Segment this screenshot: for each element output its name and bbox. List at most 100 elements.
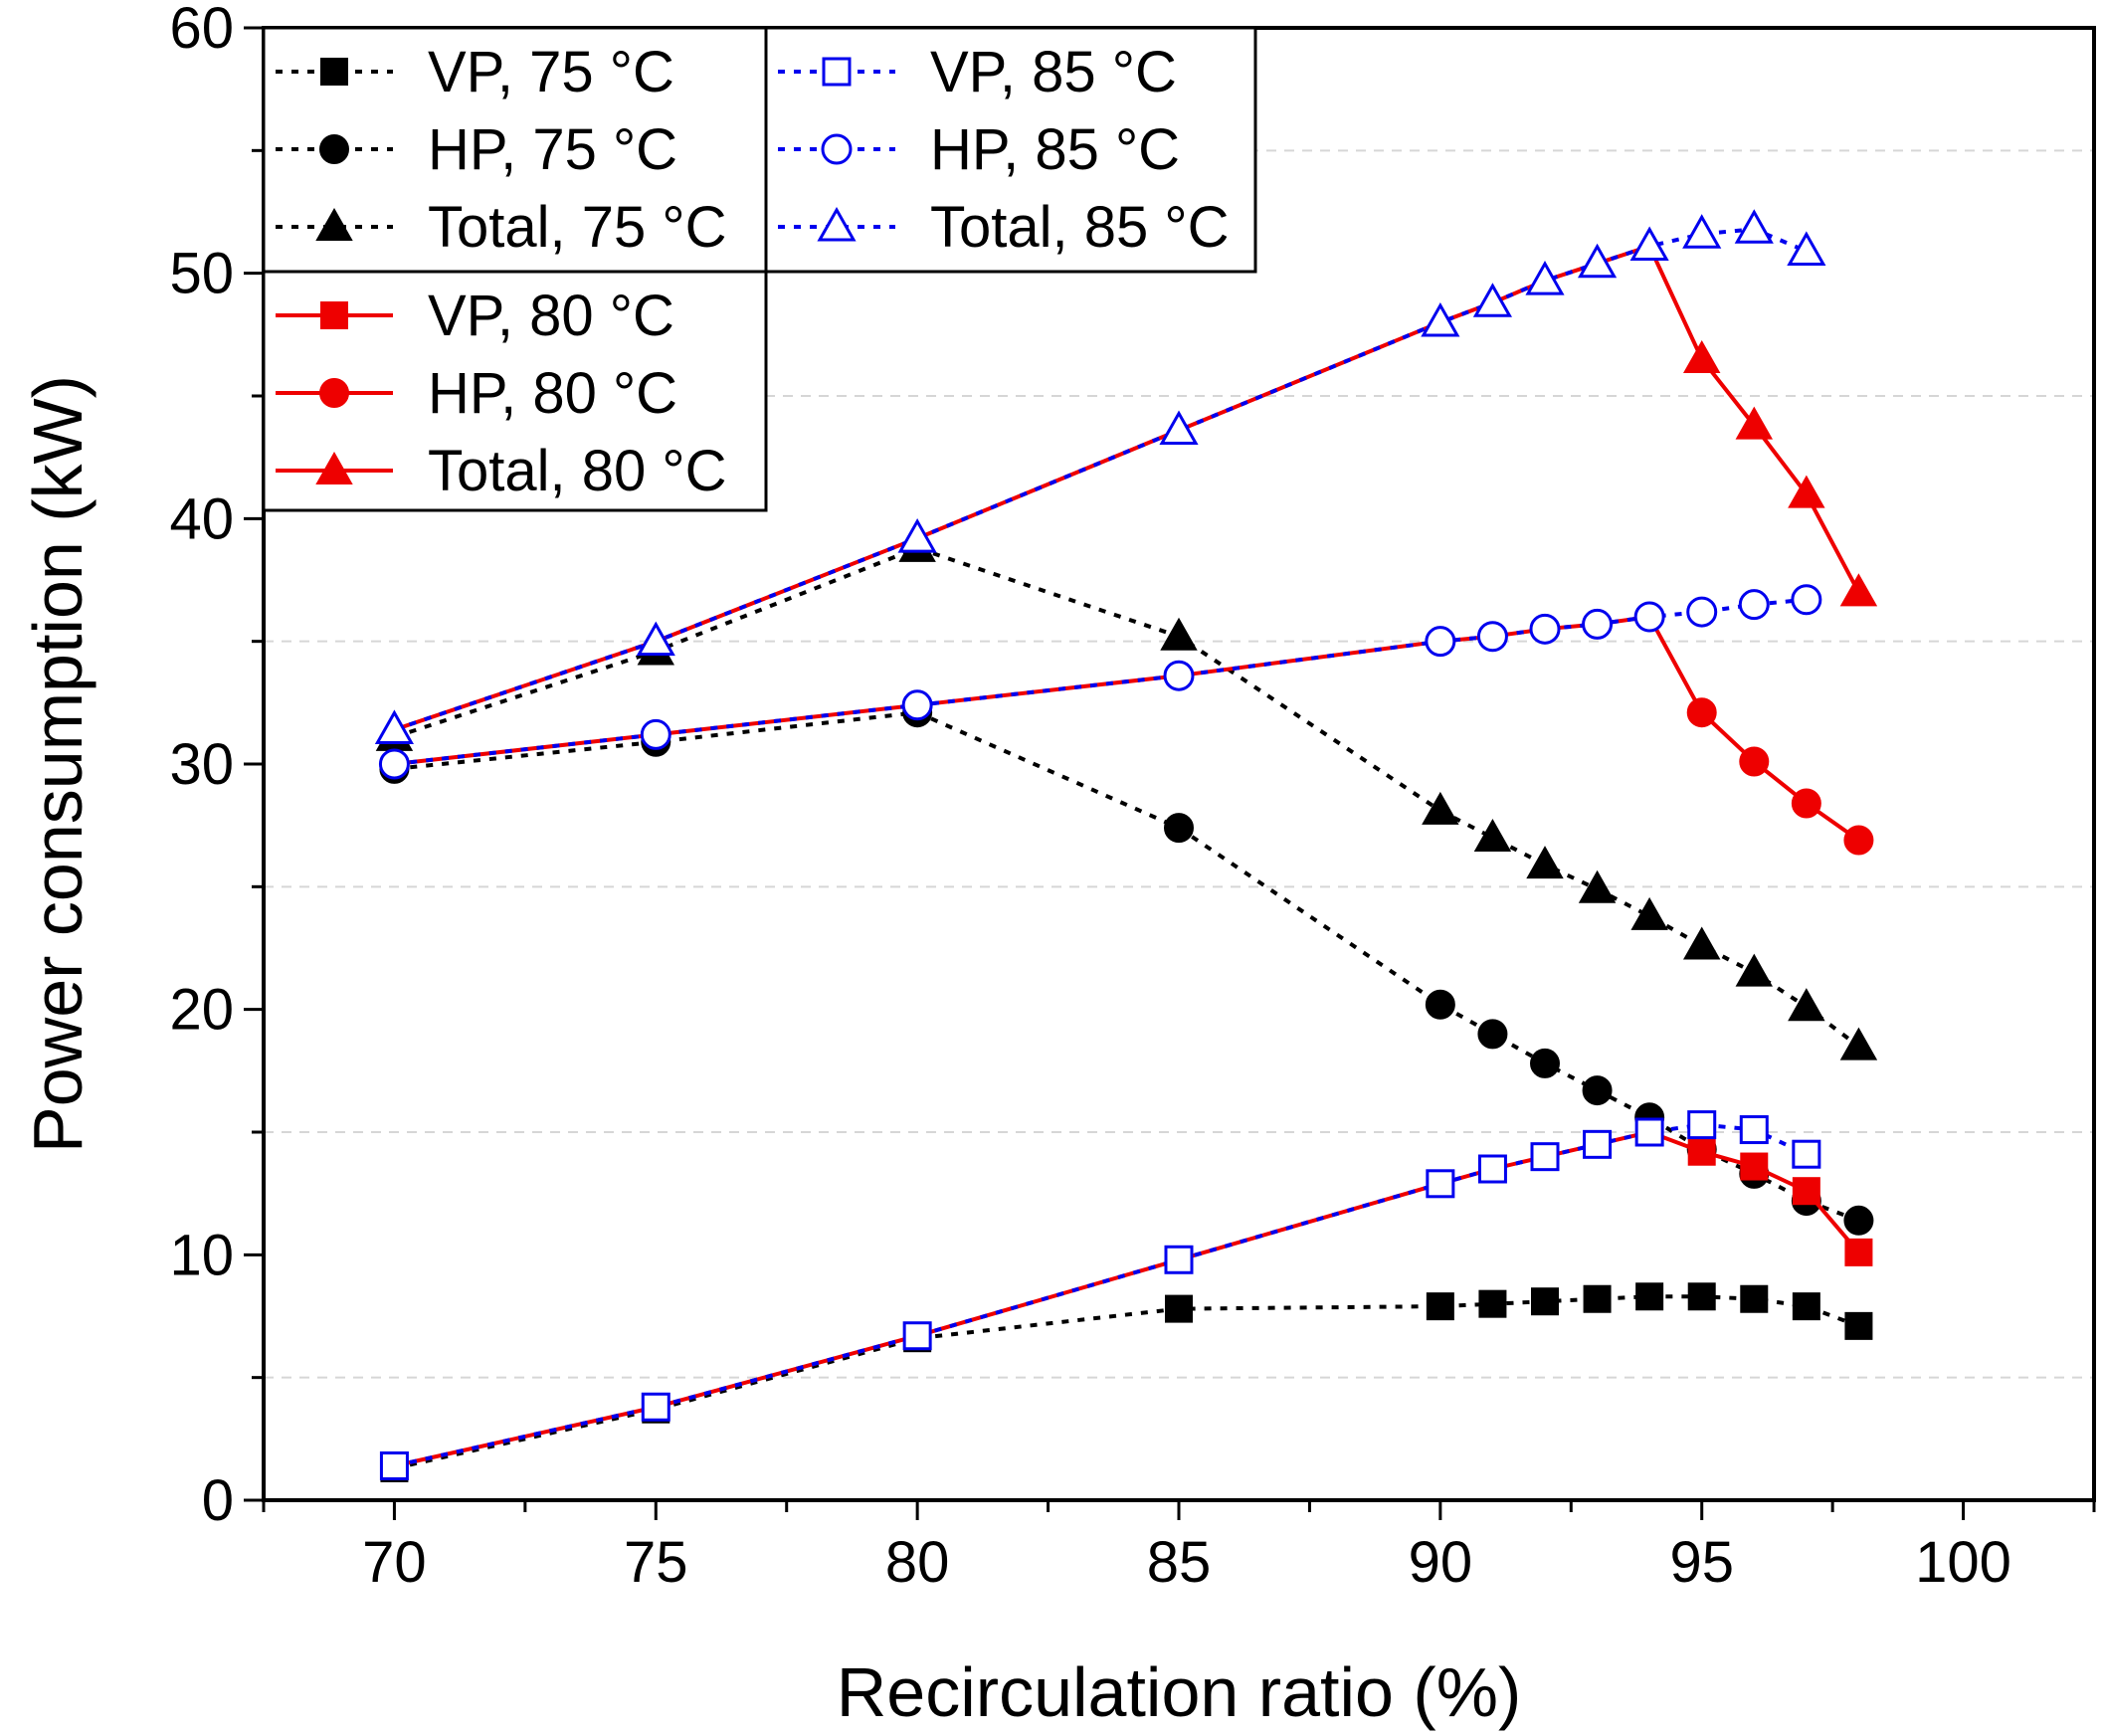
legend: VP, 75 °C HP, 75 °C Total, 75 °C VP, 85 °C H… [262,26,1257,512]
x-tick-label: 100 [1915,1530,2011,1595]
y-tick-label: 60 [169,0,234,61]
x-tick-label: 80 [885,1530,950,1595]
axis-ticks: 70 75 80 85 90 95 100 0 10 20 30 40 50 60 [169,0,2096,1595]
data-point [1686,697,1717,728]
legend-entry-vp-80-c: VP, 80 °C [276,284,674,348]
data-point [1577,243,1618,279]
x-axis-title: Recirculation ratio (%) [837,1653,1522,1731]
data-point [378,748,410,780]
legend-marker [315,451,353,484]
legend-marker [821,133,853,165]
legend-label: HP, 80 °C [428,361,677,426]
data-point [1739,1115,1769,1145]
data-point [1531,1287,1559,1316]
data-point [1792,1292,1820,1321]
data-point [1844,1238,1873,1266]
legend-label: Total, 75 °C [428,195,726,260]
data-point [1477,1019,1508,1050]
data-point [1583,1284,1612,1313]
legend-label: VP, 75 °C [428,40,674,104]
data-point [1525,261,1565,295]
data-point [1425,626,1456,658]
data-point [374,709,415,744]
legend-label: Total, 80 °C [428,439,726,503]
data-point [897,518,937,553]
data-point [1472,283,1513,317]
y-tick-label: 0 [202,1468,234,1533]
data-point [1629,226,1669,262]
y-tick-label: 50 [169,242,234,306]
data-point [1634,1117,1664,1147]
legend-entry-total-85-c: Total, 85 °C [778,195,1229,260]
y-tick-label: 30 [169,732,234,797]
data-point [1787,231,1826,266]
data-point [1421,301,1460,337]
data-point [1476,621,1508,653]
series-vp-85-c [379,1110,1821,1480]
series-line [393,1122,1808,1468]
data-point [1735,953,1774,987]
legend-entry-total-75-c: Total, 75 °C [276,195,726,260]
data-point [1735,406,1774,440]
data-point [1839,1027,1878,1061]
data-point [1582,1075,1613,1106]
data-point [1164,1245,1194,1274]
legend-entry-hp-80-c: HP, 80 °C [276,361,677,426]
x-tick-label: 70 [362,1530,427,1595]
data-point [1844,1311,1873,1340]
data-point [1792,1139,1821,1169]
data-point [1740,1284,1769,1313]
data-point [1578,869,1617,903]
series-hp-85-c [378,584,1822,780]
data-point [1686,596,1718,628]
data-point [1687,1137,1716,1166]
legend-group-3: VP, 80 °C HP, 80 °C Total, 80 °C [262,270,768,512]
data-point [1839,573,1878,607]
legend-entry-vp-85-c: VP, 85 °C [778,40,1177,104]
x-tick-label: 90 [1409,1530,1473,1595]
y-axis-title: Power consumption (kW) [19,375,96,1153]
data-point [1164,813,1194,844]
legend-entry-vp-75-c: VP, 75 °C [276,40,674,104]
x-tick-label: 85 [1147,1530,1212,1595]
data-point [1426,1292,1454,1321]
y-tick-label: 20 [169,978,234,1043]
data-point [640,718,671,750]
data-point [1682,214,1722,249]
data-point [1165,1294,1193,1323]
legend-entry-hp-85-c: HP, 85 °C [778,117,1180,182]
data-point [1530,1048,1560,1078]
data-point [1477,1154,1507,1184]
data-point [1473,818,1512,852]
data-point [1687,1282,1716,1311]
data-point [1788,988,1825,1022]
data-point [1422,791,1459,825]
x-tick-label: 75 [624,1530,688,1595]
legend-marker [320,301,348,329]
series-total-85-c [374,209,1826,744]
legend-marker [817,206,857,242]
data-point [1630,896,1668,930]
data-point [1633,601,1665,633]
data-point [1738,589,1770,621]
data-point [1682,339,1721,373]
data-point [1687,1110,1717,1140]
series-lines [374,209,1878,1482]
legend-label: Total, 85 °C [930,195,1229,260]
data-point [1583,1129,1613,1159]
x-tick-label: 95 [1669,1530,1734,1595]
legend-marker [315,207,353,241]
data-point [1425,989,1455,1020]
legend-marker [320,58,348,86]
data-point [1426,1169,1455,1199]
data-point [379,1450,409,1480]
legend-entry-total-80-c: Total, 80 °C [276,439,726,503]
data-point [636,621,675,657]
data-point [1739,746,1770,777]
data-point [1160,617,1198,651]
data-point [1843,1205,1874,1236]
data-point [1529,613,1561,645]
legend-label: VP, 85 °C [930,40,1177,104]
data-point [901,689,933,721]
